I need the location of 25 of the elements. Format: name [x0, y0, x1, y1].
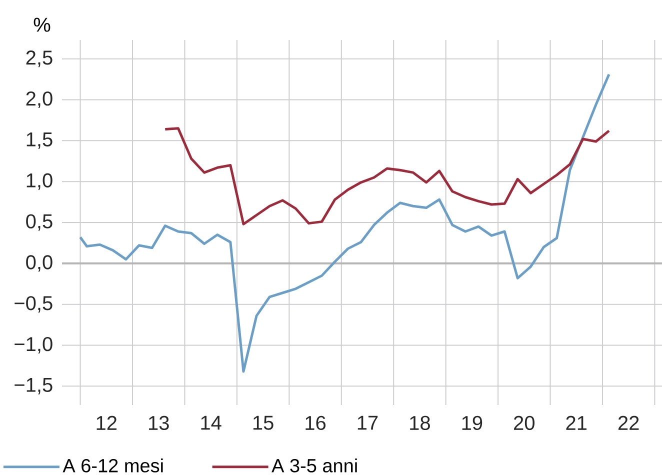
legend-label: A 6-12 mesi — [62, 458, 163, 472]
line-series — [164, 127, 610, 226]
x-tick-label: 12 — [96, 416, 117, 430]
y-tick-label: −1,0 — [14, 336, 52, 354]
x-tick-label: 13 — [149, 416, 169, 430]
y-tick-label: 0,0 — [26, 255, 52, 272]
y-tick-label: 1,0 — [26, 173, 52, 190]
x-tick-label: 15 — [253, 416, 274, 430]
y-tick-label: 2,0 — [26, 91, 52, 108]
y-tick-label: −0,5 — [14, 296, 52, 313]
legend-label: A 3-5 anni — [272, 458, 357, 472]
y-tick-label: 0,5 — [26, 214, 52, 231]
y-tick-label: −1,5 — [14, 378, 52, 394]
x-tick-label: 20 — [514, 416, 534, 430]
y-tick-label: 2,5 — [26, 50, 52, 68]
y-tick-label: 1,5 — [26, 132, 52, 149]
x-tick-label: 16 — [306, 416, 326, 430]
x-tick-label: 21 — [566, 416, 587, 430]
x-tick-label: 17 — [358, 416, 378, 430]
x-tick-label: 14 — [201, 416, 222, 430]
x-tick-label: 22 — [618, 416, 639, 430]
y-axis-title: % — [34, 18, 50, 32]
line-series — [79, 73, 610, 373]
x-tick-label: 18 — [410, 416, 430, 430]
x-tick-label: 19 — [462, 416, 482, 430]
